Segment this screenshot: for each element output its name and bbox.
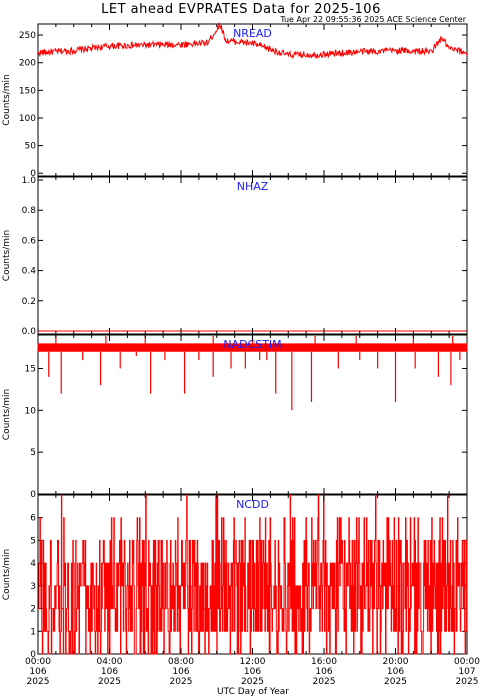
panel-ncdd: 0 1 2 3 4 5 6 Counts/min NCDD <box>2 494 468 660</box>
x-tick-label: 2025 <box>170 677 193 687</box>
x-tick-label: 2025 <box>313 677 336 687</box>
y-tick-label: 200 <box>19 59 36 69</box>
x-tick-label: 107 <box>458 667 475 677</box>
y-tick-label: 100 <box>19 114 36 124</box>
y-axis-label: Counts/min <box>2 389 12 440</box>
x-tick-label: 08:00 <box>168 657 194 667</box>
y-tick-label: 1.0 <box>22 176 37 186</box>
y-tick-label: 0 <box>30 490 36 500</box>
panel-nhaz: 0.0 0.2 0.4 0.6 0.8 1.0 Counts/min NHAZ <box>2 176 468 337</box>
panel-nadcstim: 0 5 10 15 Counts/min NADCSTIM <box>2 334 468 500</box>
x-tick-label: 2025 <box>384 677 407 687</box>
panels: 050100150200250Counts/minNREAD0.00.20.40… <box>2 22 468 660</box>
y-tick-label: 0.8 <box>22 206 37 216</box>
y-axis-label: Counts/min <box>2 74 12 125</box>
y-tick-label: 1 <box>30 627 36 637</box>
x-tick-label: 2025 <box>241 677 264 687</box>
x-axis-label: UTC Day of Year <box>217 687 289 697</box>
y-tick-label: 250 <box>19 31 36 41</box>
y-tick-label: 15 <box>25 364 36 374</box>
y-axis-label: Counts/min <box>2 230 12 281</box>
x-axis: 00:00106202504:00106202508:00106202512:0… <box>25 24 480 687</box>
x-tick-label: 20:00 <box>383 657 409 667</box>
y-axis-label: Counts/min <box>2 549 12 600</box>
y-tick-label: 0 <box>30 169 36 179</box>
x-tick-label: 2025 <box>27 677 50 687</box>
x-tick-label: 106 <box>29 667 46 677</box>
y-tick-label: 0.6 <box>22 236 37 246</box>
chart-title: LET ahead EVPRATES Data for 2025-106 <box>101 2 381 17</box>
y-tick-label: 10 <box>25 406 37 416</box>
x-tick-label: 00:00 <box>25 657 51 667</box>
panel-label-ncdd: NCDD <box>236 498 269 511</box>
series-line-nadcstim <box>37 343 468 352</box>
x-tick-label: 106 <box>387 667 404 677</box>
y-tick-label: 50 <box>25 142 37 152</box>
x-tick-label: 12:00 <box>240 657 266 667</box>
panel-label-nadcstim: NADCSTIM <box>223 338 281 351</box>
panel-frame <box>37 176 468 335</box>
panel-label-nhaz: NHAZ <box>237 180 269 193</box>
x-tick-label: 00:00 <box>454 657 480 667</box>
panel-label-nread: NREAD <box>233 27 272 40</box>
y-tick-label: 6 <box>30 514 36 524</box>
y-tick-label: 0.0 <box>22 327 37 337</box>
y-tick-label: 0.4 <box>22 267 37 277</box>
x-tick-label: 2025 <box>98 677 121 687</box>
x-tick-label: 04:00 <box>97 657 123 667</box>
x-tick-label: 106 <box>101 667 118 677</box>
panel-nread: 0 50 100 150 200 250 Counts/min NREAD <box>2 22 468 179</box>
chart-timestamp: Tue Apr 22 09:55:36 2025 ACE Science Cen… <box>279 15 466 24</box>
panel-frame <box>37 334 468 495</box>
series-line-ncdd <box>38 494 468 655</box>
y-tick-label: 0.2 <box>22 297 36 307</box>
y-tick-label: 4 <box>30 559 36 569</box>
y-tick-label: 3 <box>30 582 36 592</box>
x-tick-label: 106 <box>172 667 189 677</box>
y-tick-label: 2 <box>30 605 36 615</box>
x-tick-label: 16:00 <box>311 657 337 667</box>
y-tick-label: 5 <box>30 536 36 546</box>
series-line-nread <box>37 22 468 60</box>
x-tick-label: 106 <box>244 667 261 677</box>
y-tick-label: 5 <box>30 448 36 458</box>
y-tick-label: 0 <box>30 650 36 660</box>
x-tick-label: 2025 <box>456 677 479 687</box>
y-tick-label: 150 <box>19 86 36 96</box>
x-tick-label: 106 <box>315 667 332 677</box>
